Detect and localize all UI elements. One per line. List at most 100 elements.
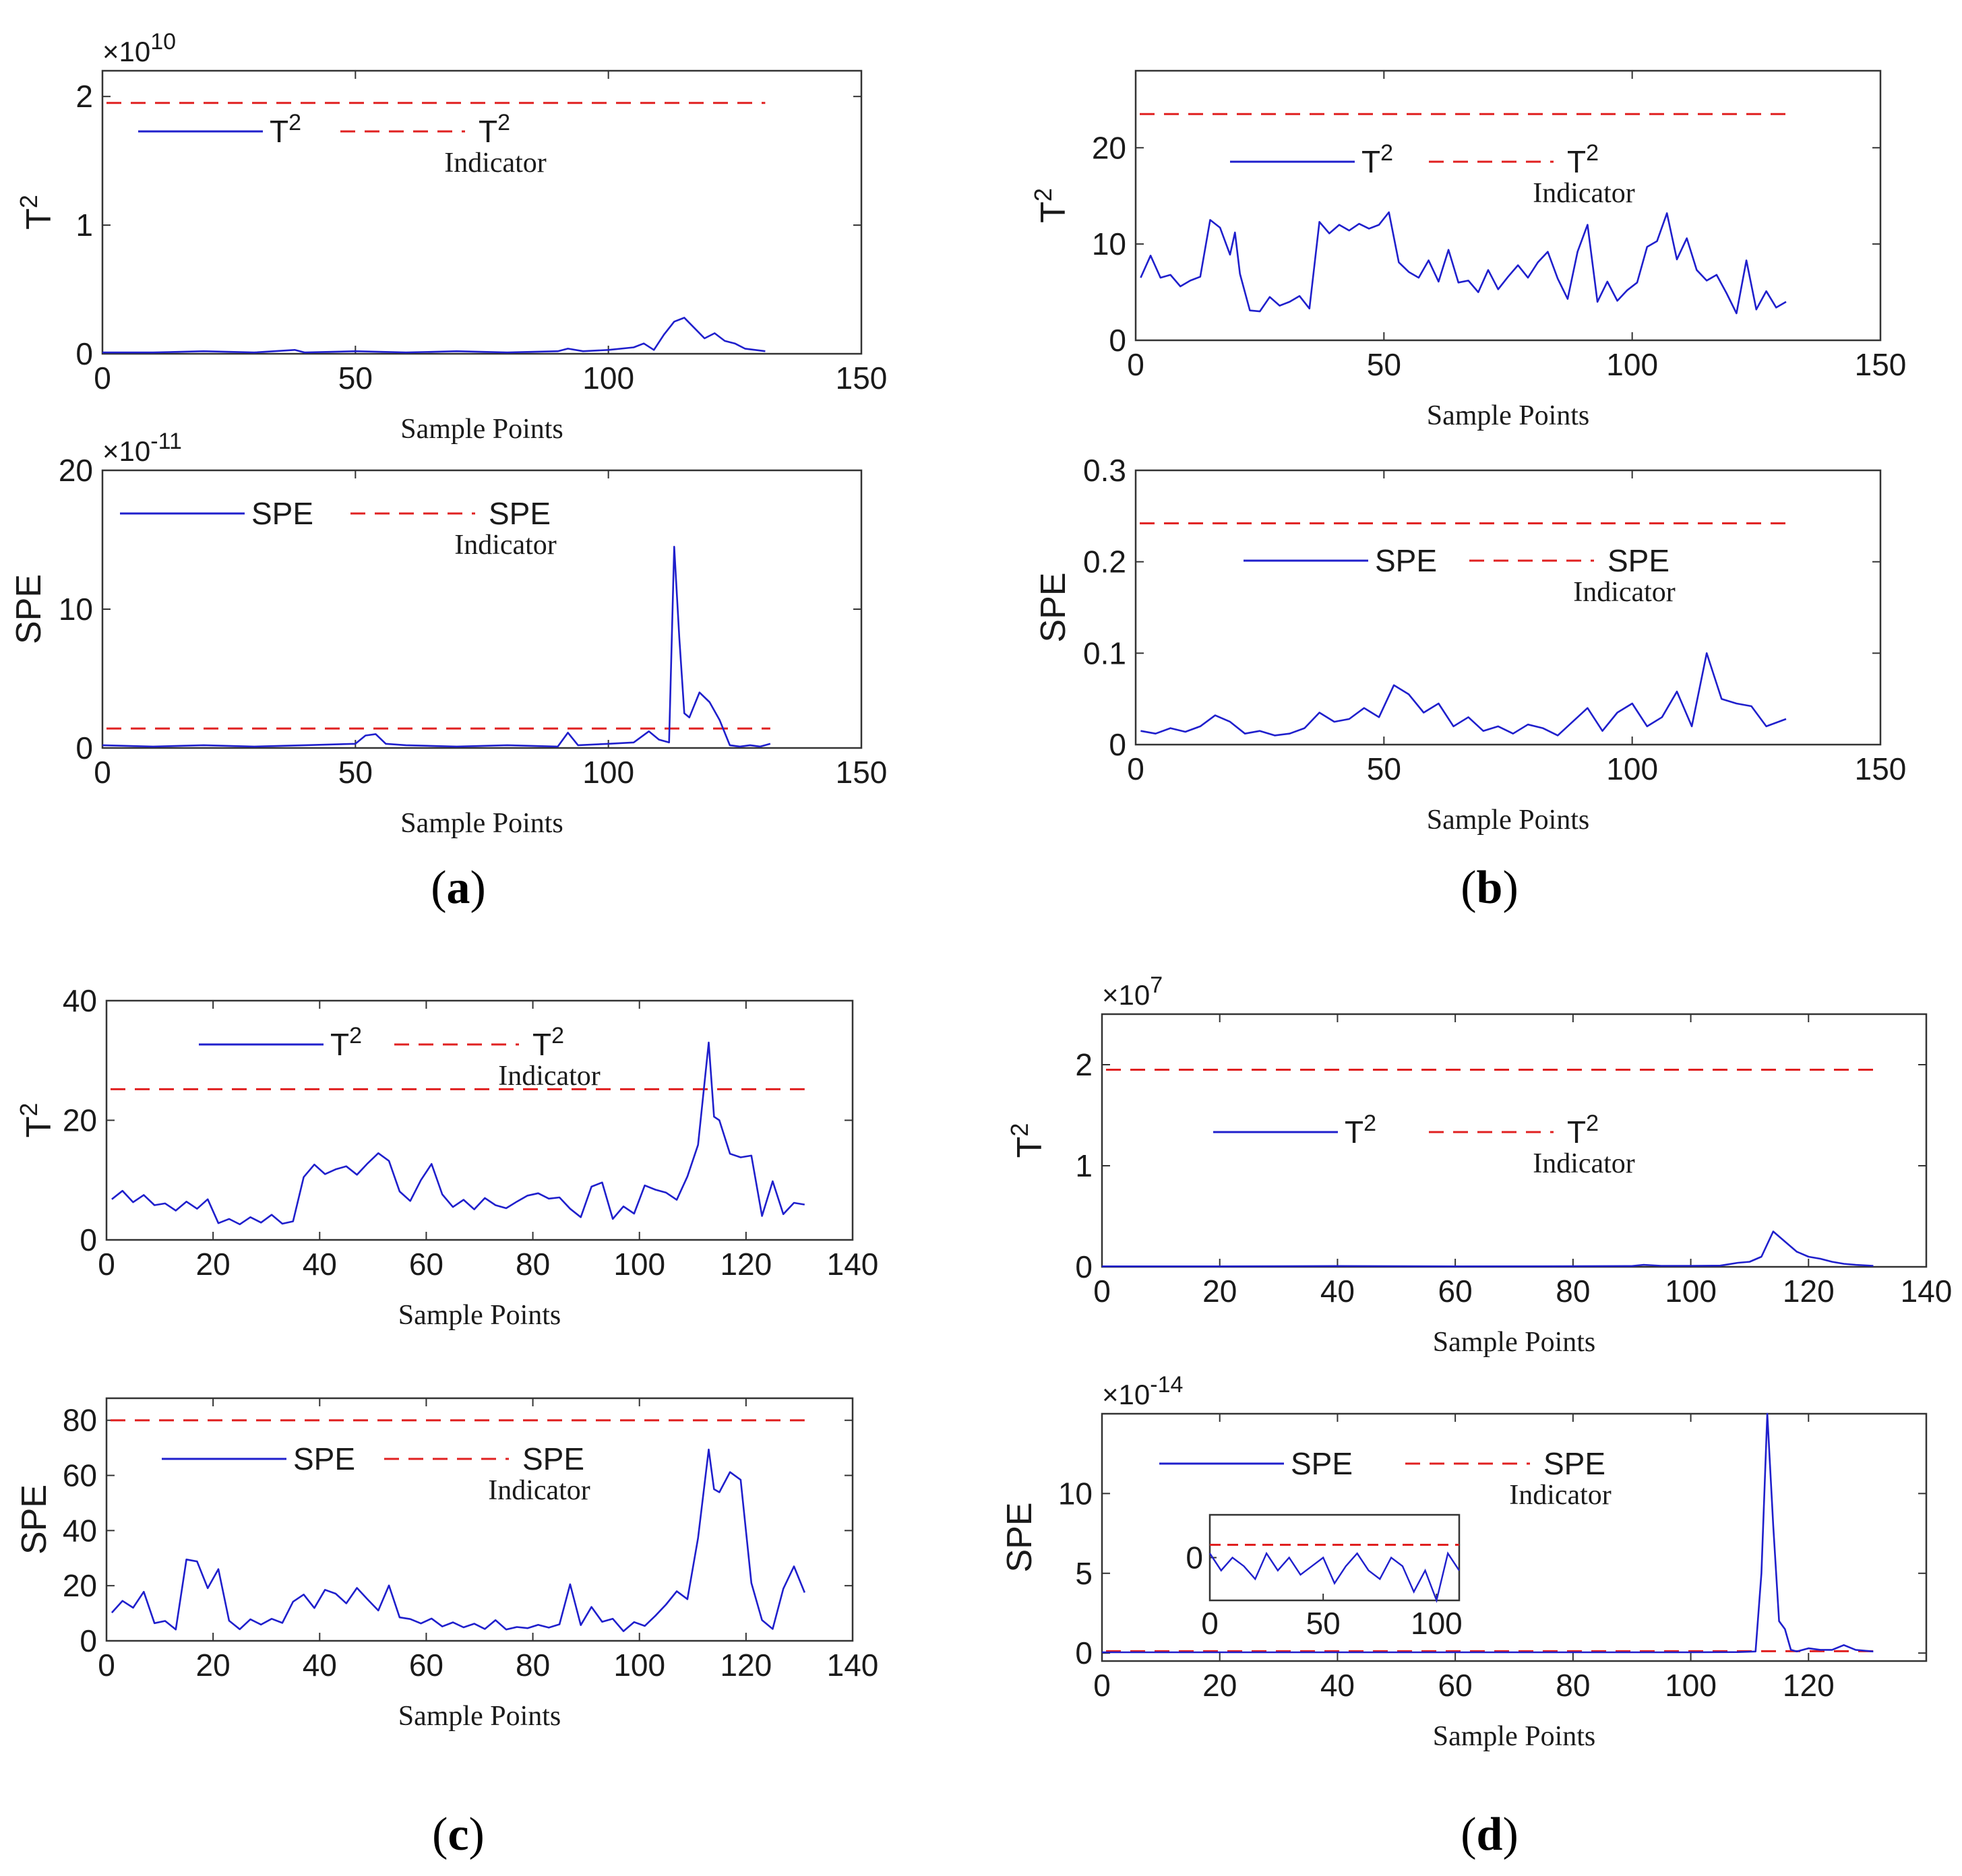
x-tick-label: 50	[1367, 751, 1401, 786]
x-axis-label: Sample Points	[1427, 400, 1590, 431]
y-label-base: T	[1010, 1137, 1049, 1158]
chart-d-bottom: 0 20 40 60 80 100 120 0 5 10 ×10-14 Sample Points SP…	[1000, 1372, 1928, 1752]
plot-frame	[1101, 1013, 1928, 1268]
exponent-base: ×10	[1102, 979, 1150, 1011]
y-tick-label: 2	[1075, 1047, 1093, 1082]
legend-indicator-sup: 2	[1586, 140, 1599, 166]
exponent-power: 10	[150, 29, 176, 55]
x-axis-label: Sample Points	[1433, 1721, 1596, 1752]
x-tick-label: 0	[1093, 1668, 1111, 1703]
y-label-base: SPE	[1034, 572, 1073, 642]
x-tick-label: 100	[1606, 347, 1658, 382]
y-tick-label: 20	[63, 1103, 97, 1138]
x-tick-label: 100	[613, 1648, 665, 1683]
y-tick-label: 0	[75, 730, 93, 765]
x-tick-label: 100	[613, 1247, 665, 1282]
legend-series-label: SPE	[1375, 543, 1437, 578]
legend-series-base: SPE	[1375, 543, 1437, 578]
x-tick-label: 0	[1093, 1274, 1111, 1309]
y-tick-label: 0.3	[1083, 453, 1126, 488]
x-tick-label: 100	[1665, 1274, 1717, 1309]
x-tick-label: 50	[338, 361, 373, 396]
legend-indicator-base: SPE	[489, 496, 551, 531]
y-label-base: SPE	[1000, 1502, 1039, 1572]
legend-series-base: T	[270, 114, 288, 149]
y-tick-label: 0	[1109, 727, 1126, 762]
y-axis-label: SPE	[1000, 1502, 1039, 1572]
legend-indicator-base: T	[1567, 144, 1586, 179]
x-tick-label: 60	[1438, 1274, 1473, 1309]
x-tick-label: 140	[827, 1247, 879, 1282]
y-label-sup: 2	[15, 195, 42, 208]
y-tick-label: 0	[80, 1623, 97, 1658]
x-tick-label: 80	[1556, 1668, 1590, 1703]
exponent-base: ×10	[102, 36, 150, 67]
x-tick-label: 100	[582, 755, 634, 790]
legend-series-label: SPE	[1291, 1446, 1353, 1481]
series-line	[111, 1448, 806, 1632]
series-line	[1102, 1412, 1874, 1654]
exponent-base: ×10	[1102, 1379, 1150, 1410]
y-label-sup: 2	[1029, 188, 1057, 201]
inset-x-tick-label: 50	[1306, 1606, 1341, 1641]
plot-frame	[101, 69, 863, 355]
x-tick-label: 140	[827, 1648, 879, 1683]
y-label-base: T	[20, 1117, 59, 1138]
x-tick-label: 60	[1438, 1668, 1473, 1703]
legend-indicator-label: T2	[479, 110, 510, 149]
legend-series-base: SPE	[1291, 1446, 1353, 1481]
panel-label-d: (d)	[1461, 1809, 1519, 1861]
legend-indicator-base: T	[532, 1027, 551, 1062]
x-axis-label: Sample Points	[400, 414, 563, 445]
x-tick-label: 150	[1855, 751, 1907, 786]
y-label-base: SPE	[15, 1484, 54, 1555]
exponent-power: -11	[150, 429, 182, 454]
plot-frame	[101, 469, 863, 749]
y-label-base: T	[1034, 201, 1073, 223]
x-axis-label: Sample Points	[400, 808, 563, 839]
exponent-power: 7	[1150, 972, 1163, 998]
y-tick-label: 40	[63, 1513, 97, 1548]
y-tick-label: 10	[1092, 226, 1126, 261]
legend-series-sup: 2	[288, 110, 301, 135]
x-tick-label: 20	[1202, 1668, 1237, 1703]
inset-frame	[1208, 1513, 1461, 1602]
legend-series-base: T	[330, 1027, 349, 1062]
y-tick-label: 0	[1075, 1635, 1093, 1670]
legend-series-label: SPE	[251, 496, 313, 531]
x-tick-label: 20	[196, 1247, 231, 1282]
exponent-base: ×10	[102, 435, 150, 467]
legend-indicator-sub: Indicator	[1533, 1148, 1635, 1179]
legend-indicator-sub: Indicator	[1573, 577, 1676, 608]
legend-series-label: SPE	[293, 1441, 355, 1476]
legend-indicator-sub: Indicator	[498, 1061, 601, 1092]
legend-indicator-base: SPE	[522, 1441, 584, 1476]
y-tick-label: 0.1	[1083, 635, 1126, 670]
y-tick-label: 0	[75, 336, 93, 371]
chart-b-bottom: 0 50 100 150 0 0.1 0.2 0.3 Sample Points SPE SPE SP…	[1034, 453, 1906, 836]
x-axis-label: Sample Points	[398, 1300, 561, 1331]
series-line	[1140, 211, 1787, 315]
legend-indicator-sub: Indicator	[488, 1475, 590, 1506]
y-axis-label: SPE	[9, 574, 49, 644]
inset-series-line	[1208, 1551, 1461, 1604]
y-tick-label: 0	[80, 1222, 97, 1257]
x-tick-label: 0	[98, 1247, 115, 1282]
panel-label-a: (a)	[431, 862, 486, 914]
y-tick-label: 60	[63, 1458, 97, 1493]
legend-indicator-sub: Indicator	[1533, 178, 1635, 209]
y-axis-label: SPE	[15, 1484, 54, 1555]
x-tick-label: 120	[1783, 1274, 1835, 1309]
x-tick-label: 100	[582, 361, 634, 396]
legend-series-base: SPE	[293, 1441, 355, 1476]
legend-series-base: T	[1345, 1115, 1363, 1150]
x-tick-label: 80	[516, 1648, 550, 1683]
legend-indicator-sub: Indicator	[454, 530, 557, 561]
x-tick-label: 150	[836, 361, 888, 396]
plot-frame	[1101, 1412, 1928, 1662]
